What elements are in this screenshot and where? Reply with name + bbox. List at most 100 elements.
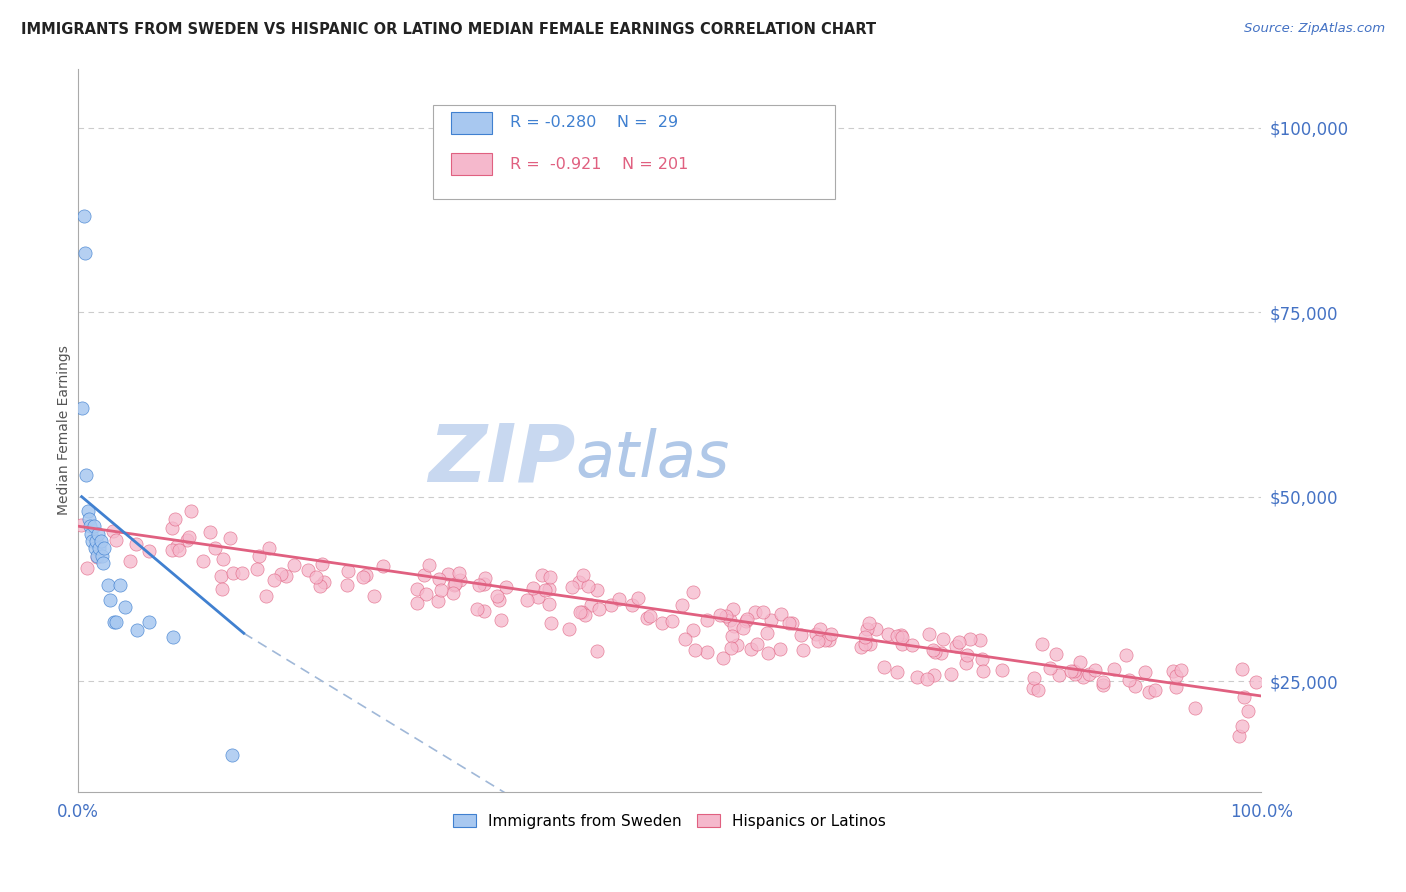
FancyBboxPatch shape <box>451 153 492 175</box>
Point <box>711 650 734 665</box>
Point <box>538 570 561 584</box>
Point <box>371 559 394 574</box>
Point <box>337 564 360 578</box>
Point <box>105 533 128 547</box>
Point <box>93 541 115 556</box>
Point <box>209 568 232 582</box>
Point <box>522 581 544 595</box>
Point <box>720 641 742 656</box>
Point <box>1164 680 1187 694</box>
Point <box>922 643 945 657</box>
Point <box>890 628 912 642</box>
Point <box>886 629 908 643</box>
Point <box>970 652 993 666</box>
Point <box>682 624 704 638</box>
Point <box>1233 690 1256 704</box>
Point <box>638 609 661 624</box>
Point <box>474 571 496 585</box>
Point <box>516 593 538 607</box>
Point <box>948 634 970 648</box>
Point <box>873 660 896 674</box>
Point <box>311 557 333 571</box>
Point <box>335 578 357 592</box>
Point <box>1039 661 1062 675</box>
Point <box>449 573 471 587</box>
Point <box>858 616 880 631</box>
Point <box>77 512 100 526</box>
Point <box>673 632 696 647</box>
Point <box>720 614 742 628</box>
Point <box>1047 668 1070 682</box>
Point <box>495 581 517 595</box>
Point <box>761 613 783 627</box>
Point <box>91 556 114 570</box>
Point <box>945 640 967 654</box>
Point <box>769 642 792 657</box>
Point <box>696 613 718 627</box>
Point <box>969 633 991 648</box>
Point <box>571 606 593 620</box>
Point <box>538 597 561 611</box>
Point <box>246 562 269 576</box>
Point <box>1118 673 1140 688</box>
Point <box>820 627 842 641</box>
Point <box>193 554 215 568</box>
Point <box>751 605 773 619</box>
Point <box>1164 669 1187 683</box>
Point <box>270 567 292 582</box>
Point <box>716 609 738 624</box>
Point <box>817 633 839 648</box>
Point <box>427 594 450 608</box>
Point <box>531 568 554 582</box>
Point <box>104 615 127 630</box>
Point <box>1078 666 1101 681</box>
Point <box>886 665 908 679</box>
Point <box>956 648 979 663</box>
Point <box>859 637 882 651</box>
Point <box>75 467 97 482</box>
Point <box>756 626 779 640</box>
Point <box>98 593 121 607</box>
Point <box>569 605 592 619</box>
Point <box>1092 677 1115 691</box>
Point <box>1028 683 1050 698</box>
Point <box>413 567 436 582</box>
Point <box>600 598 623 612</box>
Point <box>1170 663 1192 677</box>
Point <box>1063 664 1085 678</box>
Point <box>1115 648 1137 662</box>
Text: R = -0.280    N =  29: R = -0.280 N = 29 <box>510 115 678 130</box>
Point <box>941 667 963 681</box>
Point <box>1022 681 1045 696</box>
Point <box>101 524 124 538</box>
Point <box>219 532 242 546</box>
Point <box>1161 664 1184 678</box>
Point <box>204 541 226 556</box>
Point <box>620 599 643 613</box>
Point <box>309 579 332 593</box>
Point <box>558 623 581 637</box>
Point <box>180 504 202 518</box>
Point <box>770 607 793 621</box>
Point <box>627 591 650 606</box>
Text: IMMIGRANTS FROM SWEDEN VS HISPANIC OR LATINO MEDIAN FEMALE EARNINGS CORRELATION : IMMIGRANTS FROM SWEDEN VS HISPANIC OR LA… <box>21 22 876 37</box>
Point <box>257 541 280 555</box>
Point <box>568 574 591 589</box>
Point <box>114 600 136 615</box>
Point <box>489 613 512 627</box>
Point <box>723 619 745 633</box>
Point <box>89 541 111 556</box>
Point <box>138 543 160 558</box>
Point <box>76 504 98 518</box>
Point <box>406 596 429 610</box>
Point <box>533 583 555 598</box>
Point <box>661 614 683 628</box>
Point <box>283 558 305 572</box>
Point <box>581 598 603 612</box>
Point <box>221 747 243 762</box>
Point <box>1143 683 1166 698</box>
Point <box>905 670 928 684</box>
Point <box>917 672 939 686</box>
Point <box>929 646 952 660</box>
Point <box>561 580 583 594</box>
